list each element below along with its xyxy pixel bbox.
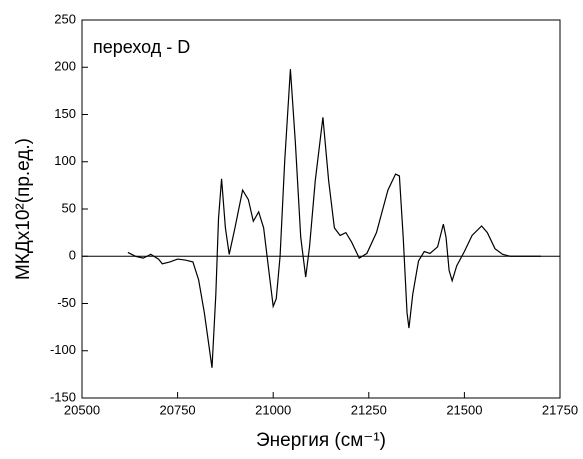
y-tick-label: -100 [50,342,76,357]
x-tick-label: 20500 [64,402,100,417]
x-tick-label: 20750 [160,402,196,417]
data-line [127,69,541,368]
y-tick-label: -50 [57,295,76,310]
y-tick-label: 150 [54,106,76,121]
y-tick-label: 250 [54,11,76,26]
y-tick-label: -150 [50,389,76,404]
x-axis-title: Энергия (см⁻¹) [256,430,386,451]
y-tick-label: 200 [54,59,76,74]
y-tick-label: 100 [54,153,76,168]
x-tick-label: 21500 [446,402,482,417]
x-tick-label: 21750 [542,402,578,417]
y-tick-label: 0 [69,248,76,263]
y-tick-label: 50 [62,200,76,215]
x-tick-label: 21000 [255,402,291,417]
plot-frame [81,19,561,399]
annotation: переход - D [93,37,190,57]
y-axis-title: МКДх10²(пр.ед.) [13,138,34,280]
x-tick-label: 21250 [351,402,387,417]
